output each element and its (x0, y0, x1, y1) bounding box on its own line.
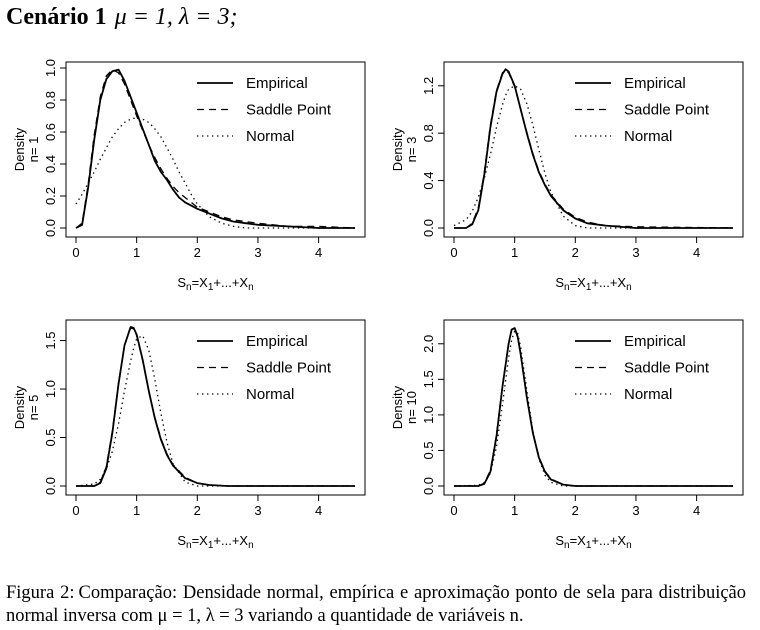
y-tick-label: 0.4 (43, 155, 58, 173)
y-tick-label: 0.0 (421, 219, 436, 237)
series-line-saddle-point (454, 328, 733, 487)
x-axis-label: Sn=X1+...+Xn (555, 533, 631, 551)
y-tick-label: 0.2 (43, 187, 58, 205)
x-tick-label: 3 (254, 503, 261, 518)
scenario-title: Cenário 1 (6, 4, 107, 30)
y-tick-label: 1.5 (43, 332, 58, 350)
y-tick-label: 0.0 (43, 477, 58, 495)
x-tick-label: 0 (450, 245, 457, 260)
y-tick-label: 0.8 (421, 124, 436, 142)
y-axis-label: Density (12, 127, 27, 171)
series-line-saddle-point (76, 327, 355, 487)
y-axis-label: Density (390, 385, 405, 429)
series-line-empirical (454, 327, 733, 487)
legend-label: Empirical (624, 75, 686, 92)
y-tick-label: 0.6 (43, 123, 58, 141)
x-tick-label: 2 (194, 245, 201, 260)
panel-n-label: n= 5 (26, 395, 41, 421)
series-line-normal (453, 85, 733, 229)
series-line-normal (453, 330, 733, 487)
x-tick-label: 1 (133, 245, 140, 260)
y-tick-label: 0.0 (43, 219, 58, 237)
plot-frame (65, 319, 366, 496)
x-tick-label: 4 (315, 245, 322, 260)
caption-label: Figura 2: (6, 583, 75, 603)
x-tick-label: 3 (632, 503, 639, 518)
y-tick-label: 0.4 (421, 172, 436, 190)
series-line-empirical (454, 68, 733, 229)
caption-text: Comparação: Densidade normal, empírica e… (6, 583, 747, 626)
y-axis-label: Density (12, 385, 27, 429)
scenario-heading: Cenário 1 μ = 1, λ = 3; (6, 4, 237, 31)
legend-label: Saddle Point (624, 102, 710, 119)
x-tick-label: 4 (693, 503, 700, 518)
y-axis-label: Density (390, 127, 405, 171)
x-tick-label: 2 (572, 503, 579, 518)
y-tick-label: 1.2 (421, 77, 436, 95)
x-tick-label: 4 (693, 245, 700, 260)
y-tick-label: 0.0 (421, 477, 436, 495)
chart-panel: 0 1 2 3 4 0.0 0.5 1.0 1.5 Density n= 5 Sn=X1+...+Xn… (12, 319, 366, 551)
chart-panel: 0 1 2 3 4 0.0 0.5 1.0 1.5 2.0 Density n= 10 Sn=X1+..… (390, 319, 744, 551)
series-line-normal (75, 116, 355, 229)
y-tick-label: 1.0 (43, 59, 58, 77)
legend-label: Saddle Point (246, 102, 332, 119)
x-axis-label: Sn=X1+...+Xn (177, 533, 253, 551)
x-tick-label: 3 (632, 245, 639, 260)
x-tick-label: 3 (254, 245, 261, 260)
x-tick-label: 2 (572, 245, 579, 260)
x-tick-label: 1 (133, 503, 140, 518)
chart-panel: 0 1 2 3 4 0.0 0.2 0.4 0.6 0.8 1.0 Density n= 1 Sn=X1+… (12, 59, 366, 293)
y-tick-label: 0.8 (43, 91, 58, 109)
plot-frame (443, 319, 744, 496)
legend-label: Normal (246, 128, 294, 145)
legend-label: Empirical (246, 333, 308, 350)
y-tick-label: 2.0 (421, 335, 436, 353)
scenario-params: μ = 1, λ = 3; (114, 4, 238, 30)
panel-n-label: n= 3 (404, 137, 419, 163)
y-tick-label: 1.5 (421, 370, 436, 388)
series-line-empirical (75, 68, 355, 229)
legend-label: Empirical (624, 333, 686, 350)
panel-n-label: n= 10 (404, 391, 419, 424)
x-axis-label: Sn=X1+...+Xn (177, 275, 253, 293)
legend-label: Normal (624, 386, 672, 403)
x-tick-label: 0 (450, 503, 457, 518)
chart-panel: 0 1 2 3 4 0.0 0.4 0.8 1.2 Density n= 3 Sn=X1+...+Xn… (390, 61, 744, 293)
series-line-empirical (76, 326, 355, 487)
plot-frame (443, 61, 744, 238)
y-tick-label: 0.5 (421, 441, 436, 459)
x-tick-label: 1 (511, 503, 518, 518)
legend-label: Normal (246, 386, 294, 403)
x-tick-label: 2 (194, 503, 201, 518)
panel-n-label: n= 1 (26, 137, 41, 163)
legend-label: Saddle Point (624, 360, 710, 377)
y-tick-label: 1.0 (43, 380, 58, 398)
x-tick-label: 0 (72, 503, 79, 518)
x-tick-label: 4 (315, 503, 322, 518)
x-tick-label: 1 (511, 245, 518, 260)
x-tick-label: 0 (72, 245, 79, 260)
series-line-saddle-point (75, 68, 356, 229)
x-axis-label: Sn=X1+...+Xn (555, 275, 631, 293)
series-line-saddle-point (454, 69, 734, 229)
series-line-normal (75, 335, 355, 487)
legend-label: Empirical (246, 75, 308, 92)
legend-label: Normal (624, 128, 672, 145)
y-tick-label: 1.0 (421, 406, 436, 424)
figure-caption: Figura 2: Comparação: Densidade normal, e… (6, 582, 746, 628)
plot-frame (65, 61, 366, 238)
legend-label: Saddle Point (246, 360, 332, 377)
y-tick-label: 0.5 (43, 428, 58, 446)
